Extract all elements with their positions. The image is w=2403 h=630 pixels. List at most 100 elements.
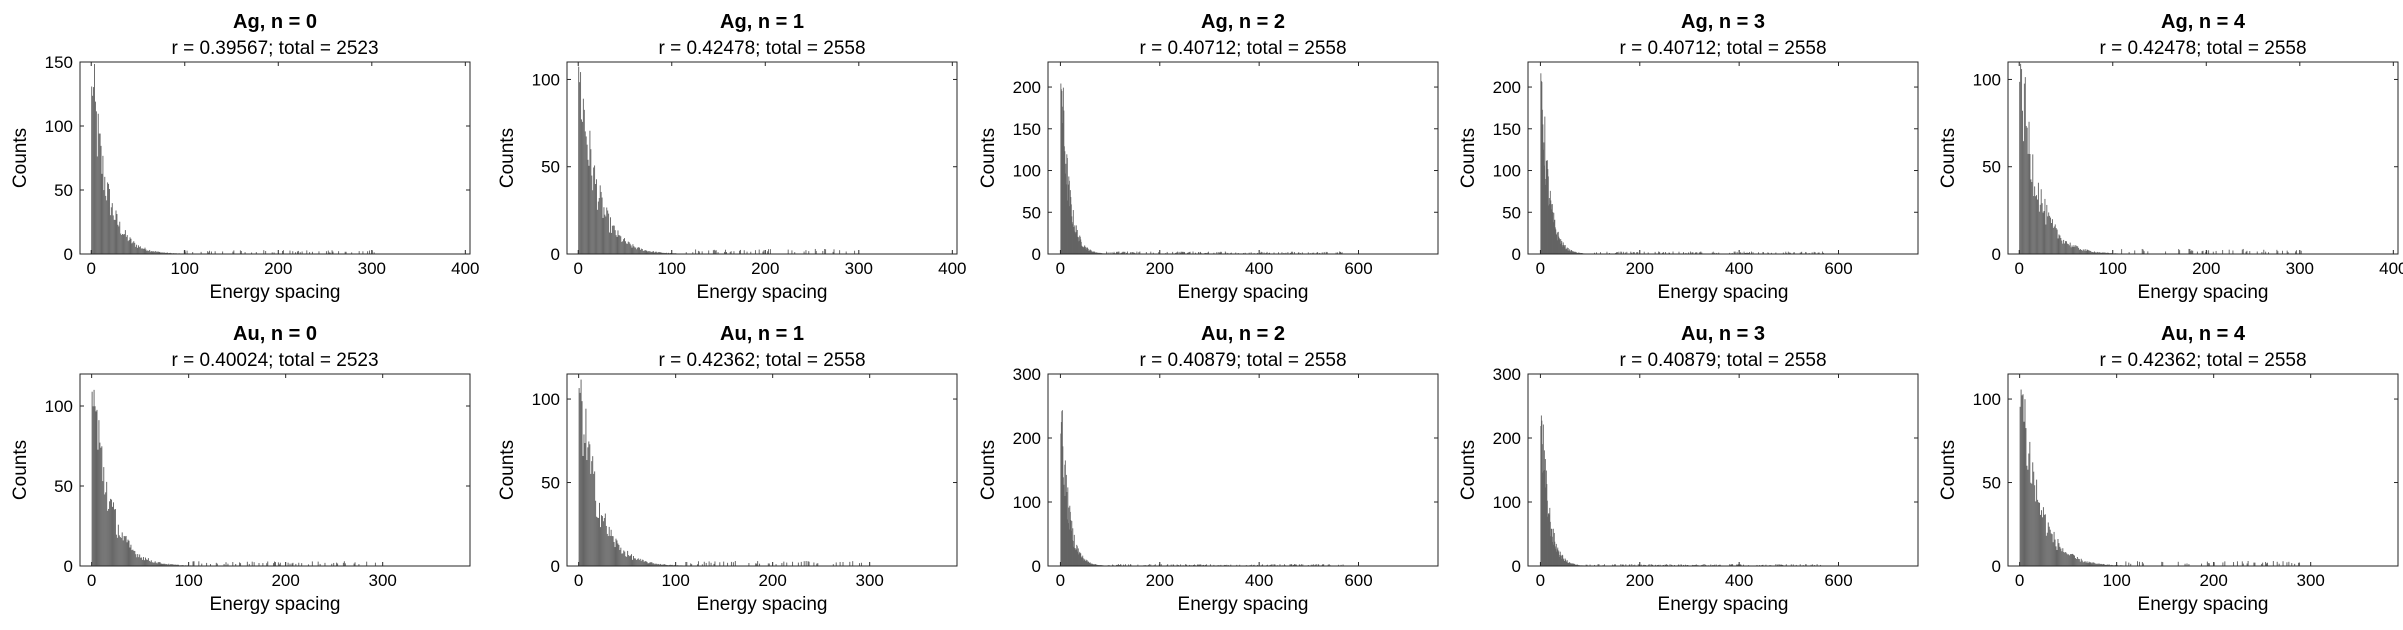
y-axis-label: Counts — [1458, 440, 1479, 500]
panel-title: Au, n = 4 — [2161, 323, 2246, 345]
histogram-bar — [159, 562, 160, 566]
histogram-bar — [622, 553, 623, 566]
histogram-bar — [95, 102, 96, 254]
histogram-bar — [2179, 250, 2180, 254]
histogram-bar — [618, 230, 619, 254]
histogram-bar — [344, 561, 345, 566]
histogram-bar — [105, 492, 106, 566]
histogram-bar — [134, 243, 135, 254]
x-axis-label: Energy spacing — [2138, 594, 2269, 615]
x-tick-label: 600 — [1824, 571, 1852, 590]
histogram-bar — [103, 190, 104, 254]
histogram-bar — [2033, 472, 2034, 566]
histogram-bar — [252, 562, 253, 566]
histogram-bar — [355, 562, 356, 566]
histogram-bar — [2142, 249, 2143, 254]
histogram-bar — [132, 242, 133, 254]
histogram-bar — [714, 561, 715, 566]
histogram-bar — [110, 215, 111, 254]
histogram-bar — [2276, 250, 2277, 254]
histogram-bar — [605, 514, 606, 566]
histogram-bar — [634, 558, 635, 566]
histogram-bar — [2087, 250, 2088, 254]
y-axis-label: Counts — [497, 128, 518, 188]
histogram-bar — [2074, 556, 2075, 566]
histogram-bar — [283, 250, 284, 254]
panel-subtitle: r = 0.40024; total = 2523 — [171, 350, 378, 371]
histogram-bar — [369, 251, 370, 254]
histogram-bar — [632, 248, 633, 254]
panel-title: Ag, n = 0 — [233, 11, 317, 33]
histogram-bar — [731, 562, 732, 566]
histogram-bar — [99, 134, 100, 254]
histogram-bar — [592, 190, 593, 254]
histogram-bar — [132, 550, 133, 566]
histogram-bar — [609, 232, 610, 254]
histogram-bar — [636, 249, 637, 254]
histogram-bar — [2084, 562, 2085, 566]
histogram-bar — [843, 562, 844, 566]
y-tick-label: 50 — [1022, 203, 1041, 222]
histogram-bar — [633, 246, 634, 254]
histogram-bar — [719, 562, 720, 566]
histogram-bar — [136, 557, 137, 566]
axes-box — [1528, 62, 1918, 254]
histogram-bar — [619, 235, 620, 254]
histogram-bar — [625, 241, 626, 254]
histogram-bar — [2088, 250, 2089, 254]
histogram-bar — [2067, 554, 2068, 566]
histogram-bar — [134, 551, 135, 566]
x-tick-label: 100 — [2102, 571, 2130, 590]
x-tick-label: 400 — [2379, 259, 2403, 278]
histogram-bar — [2045, 225, 2046, 254]
histogram-bar — [2064, 553, 2065, 566]
histogram-bar — [149, 561, 150, 566]
histogram-bar — [232, 562, 233, 566]
histogram-bar — [124, 234, 125, 254]
histogram-bar — [2076, 559, 2077, 566]
histogram-bar — [2072, 246, 2073, 254]
histogram-bar — [133, 551, 134, 566]
histogram-bar — [2277, 562, 2278, 566]
histogram-bar — [2085, 561, 2086, 566]
histogram-bar — [2080, 562, 2081, 566]
histogram-bar — [592, 456, 593, 566]
histogram-bar — [630, 556, 631, 566]
histogram-bar — [2034, 186, 2035, 254]
histogram-bar — [2208, 250, 2209, 254]
histogram-bar — [616, 539, 617, 566]
histogram-bar — [107, 182, 108, 254]
histogram-bar — [2059, 235, 2060, 254]
histogram-bar — [2041, 189, 2042, 254]
histogram-bar — [614, 542, 615, 566]
histogram-bar — [2254, 563, 2255, 566]
panel-title: Ag, n = 2 — [1201, 11, 1285, 33]
y-tick-label: 100 — [1493, 493, 1521, 512]
histogram-bar — [2044, 199, 2045, 254]
histogram-bar — [129, 240, 130, 254]
histogram-bar — [581, 119, 582, 254]
histogram-bar — [2081, 250, 2082, 254]
histogram-bar — [2083, 562, 2084, 566]
histogram-bar — [2046, 536, 2047, 566]
histogram-bar — [599, 503, 600, 566]
x-tick-label: 0 — [1056, 259, 1065, 278]
histogram-bar — [695, 249, 696, 254]
histogram-bar — [2061, 241, 2062, 254]
histogram-bar — [111, 500, 112, 566]
histogram-bar — [130, 237, 131, 254]
histogram-bar — [2052, 534, 2053, 566]
histogram-bar — [2067, 244, 2068, 254]
histogram-bar — [113, 502, 114, 566]
histogram-bar — [2030, 483, 2031, 566]
x-axis-label: Energy spacing — [2138, 282, 2269, 303]
histogram-bar — [2085, 249, 2086, 254]
histogram-bar — [836, 562, 837, 566]
histogram-bar — [2034, 485, 2035, 566]
histogram-bar — [624, 238, 625, 254]
histogram-bar — [631, 245, 632, 254]
histogram-bar — [119, 535, 120, 566]
histogram-bar — [2248, 561, 2249, 566]
x-tick-label: 400 — [1245, 571, 1273, 590]
histogram-bar — [644, 562, 645, 566]
